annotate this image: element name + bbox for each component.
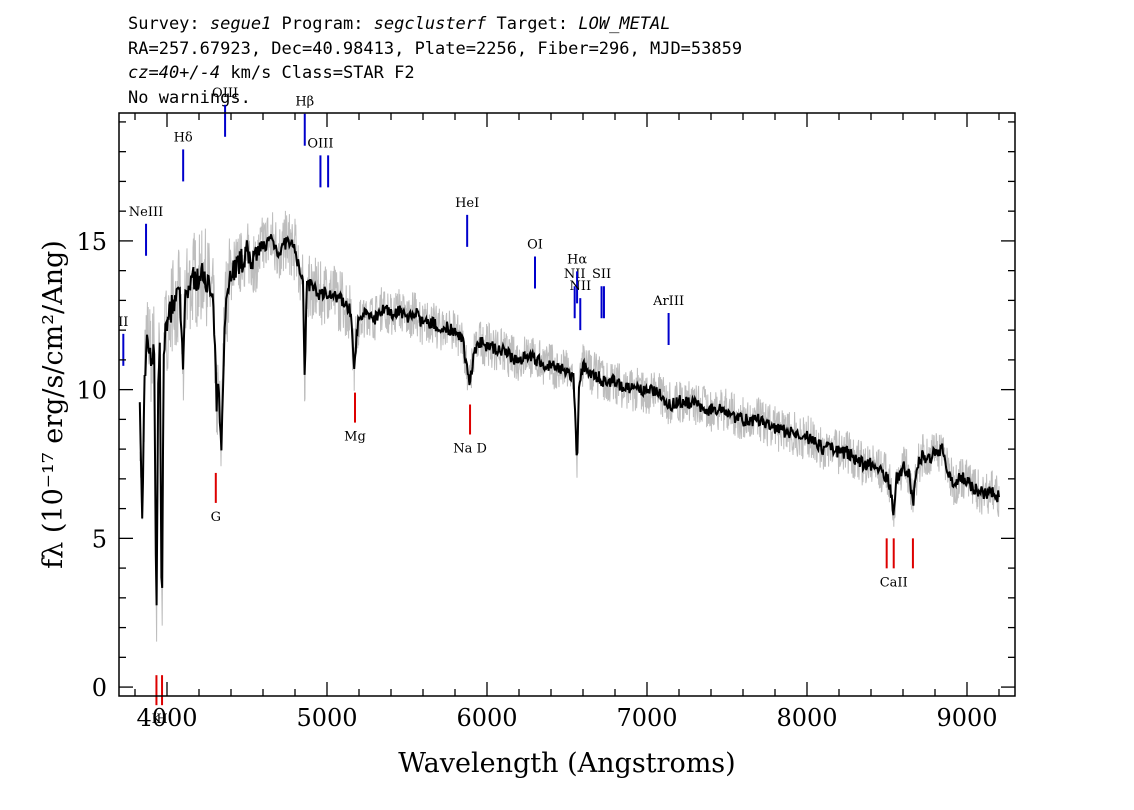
survey-value: segue1 <box>209 14 272 34</box>
flux-line-group <box>138 234 1000 606</box>
x-tick-label: 9000 <box>936 704 997 732</box>
axis-ticks: 4000 5000 6000 7000 8000 9000 0 5 10 15 <box>76 113 1015 732</box>
noise-line <box>139 210 1000 642</box>
x-tick-label: 7000 <box>616 704 677 732</box>
absorption-label-CaII_8542: CaII <box>880 575 908 590</box>
emission-label-Hdelta: Hδ <box>174 130 193 145</box>
absorption-label-Mg: Mg <box>344 430 366 445</box>
y-tick-label: 10 <box>76 377 107 405</box>
y-tick-label: 15 <box>76 228 107 256</box>
plot-frame <box>118 112 1016 697</box>
noise-band <box>139 210 1000 642</box>
target-value: LOW_METAL <box>578 14 671 34</box>
program-value: segclusterf <box>373 14 487 34</box>
spectrum-header: Survey: segue1 Program: segclusterf Targ… <box>128 12 1028 110</box>
emission-label-NII_6548: NII <box>564 267 586 282</box>
absorption-label-G: G <box>211 510 221 525</box>
cz-value: cz=40+/-4 <box>128 63 221 83</box>
absorption-label-K: K <box>152 712 162 727</box>
emission-label-Halpha: Hα <box>567 252 587 267</box>
emission-label-OIII_4959: OIII <box>307 136 333 151</box>
y-axis-label: fλ (10⁻¹⁷ erg/s/cm²/Ang) <box>38 240 69 569</box>
y-tick-label: 0 <box>92 674 107 702</box>
flux-line <box>138 234 1000 606</box>
emission-label-HeI: HeI <box>455 196 479 211</box>
absorption-label-NaD: Na D <box>453 442 487 457</box>
header-redshift-line: cz=40+/-4 km/s Class=STAR F2 <box>128 61 1028 86</box>
x-tick-label: 8000 <box>776 704 837 732</box>
spectral-line-markers: IINeIIIHδOIIIHβOIIIHeIOINIIHαNIISIIArIII… <box>118 86 914 727</box>
emission-label-OI: OI <box>527 237 543 252</box>
header-coords-line: RA=257.67923, Dec=40.98413, Plate=2256, … <box>128 38 743 59</box>
emission-label-SII_6716: SII <box>592 267 611 282</box>
x-tick-label: 4000 <box>136 704 197 732</box>
emission-label-Hbeta: Hβ <box>295 95 314 110</box>
emission-label-NeII: II <box>118 315 128 330</box>
emission-label-ArIII: ArIII <box>652 294 684 309</box>
class-label: km/s Class=STAR F2 <box>220 63 415 83</box>
header-survey-line: Survey: segue1 Program: segclusterf Targ… <box>128 12 1028 37</box>
absorption-label-H: H <box>156 712 167 727</box>
emission-label-NII_6583: NII <box>569 279 591 294</box>
x-tick-label: 6000 <box>456 704 517 732</box>
survey-label: Survey: <box>128 14 210 34</box>
program-label: Program: <box>271 14 374 34</box>
x-tick-label: 5000 <box>296 704 357 732</box>
y-tick-label: 5 <box>92 525 107 553</box>
header-warnings-line: No warnings. <box>128 87 251 108</box>
emission-label-NeIII: NeIII <box>129 205 163 220</box>
emission-label-OIII_4363: OIII <box>212 86 238 101</box>
target-label: Target: <box>486 14 579 34</box>
x-axis-label: Wavelength (Angstroms) <box>398 748 735 779</box>
